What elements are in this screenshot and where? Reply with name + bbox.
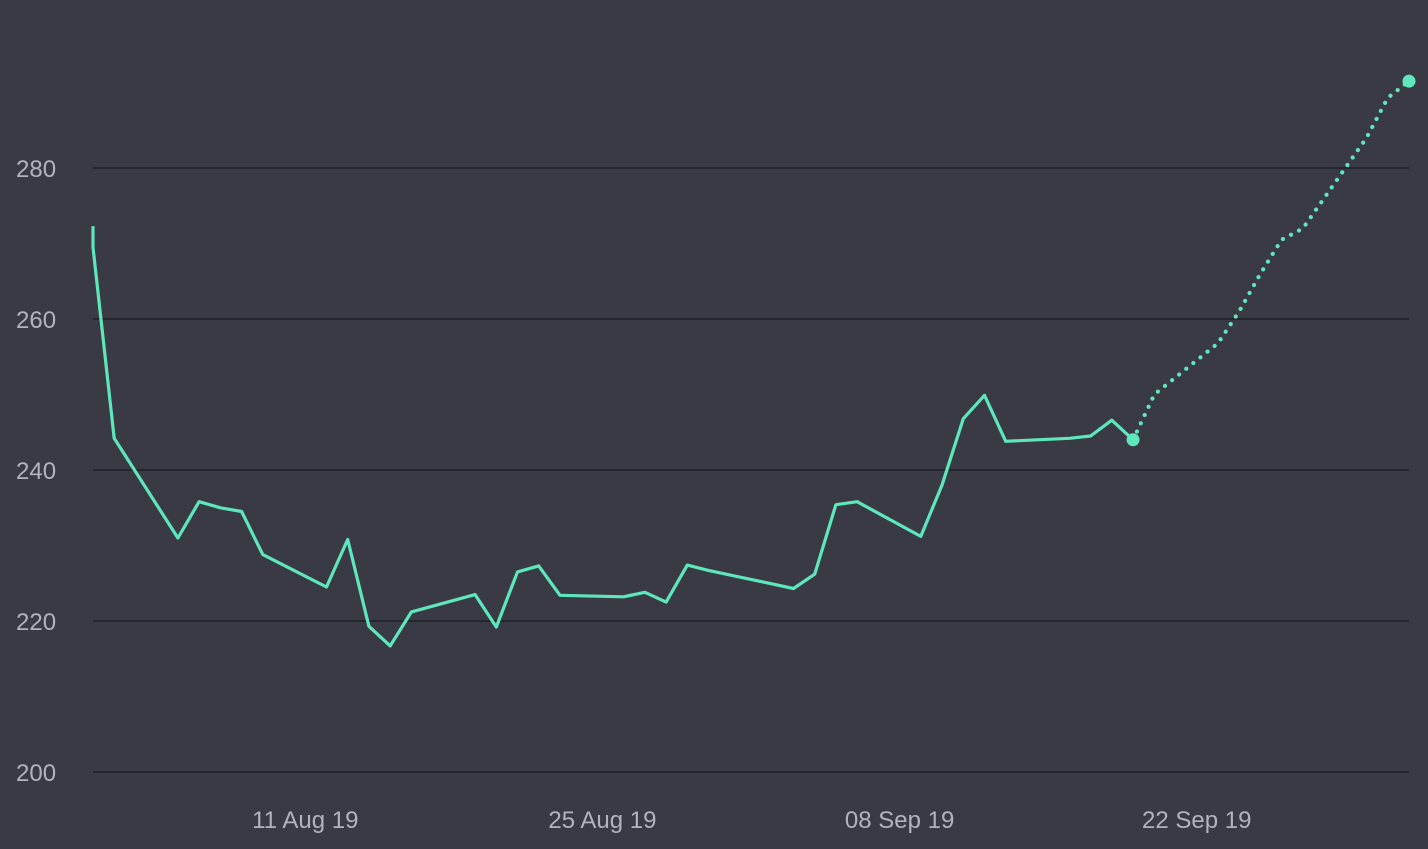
x-axis-labels: 11 Aug 19 25 Aug 19 08 Sep 19 22 Sep 19 bbox=[252, 807, 1251, 834]
end-marker bbox=[1126, 433, 1140, 447]
end-marker bbox=[1402, 74, 1416, 88]
x-tick-label: 08 Sep 19 bbox=[845, 807, 954, 834]
x-tick-label: 11 Aug 19 bbox=[252, 807, 358, 834]
grid-lines bbox=[93, 167, 1409, 773]
forecast-series-line bbox=[1130, 79, 1412, 442]
end-markers bbox=[1126, 74, 1416, 447]
x-tick-label: 25 Aug 19 bbox=[548, 807, 656, 834]
y-tick-label: 260 bbox=[16, 307, 56, 334]
y-tick-label: 280 bbox=[16, 156, 56, 183]
actual-series-line bbox=[91, 226, 1135, 648]
y-axis-labels: 200 220 240 260 280 bbox=[16, 156, 56, 787]
y-tick-label: 240 bbox=[16, 458, 56, 485]
x-tick-label: 22 Sep 19 bbox=[1142, 807, 1251, 834]
series-lines bbox=[91, 79, 1412, 648]
y-tick-label: 220 bbox=[16, 609, 56, 636]
y-tick-label: 200 bbox=[16, 760, 56, 787]
